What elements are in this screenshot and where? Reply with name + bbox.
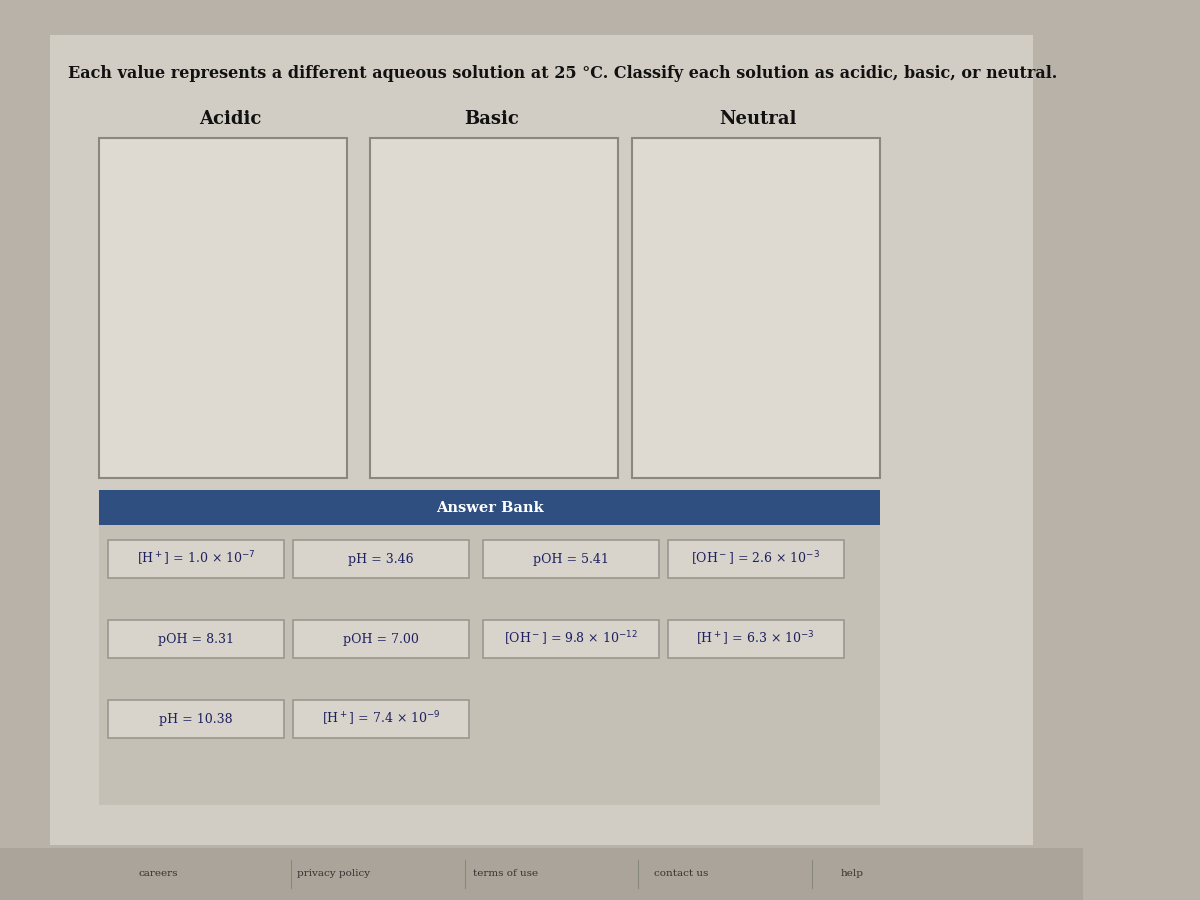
Text: pH = 3.46: pH = 3.46 (348, 553, 414, 565)
Text: [OH$^-$] = 9.8 × 10$^{-12}$: [OH$^-$] = 9.8 × 10$^{-12}$ (504, 630, 637, 648)
Text: privacy policy: privacy policy (298, 869, 371, 878)
Text: pOH = 7.00: pOH = 7.00 (343, 633, 419, 645)
Bar (100, 138, 347, 478)
Bar (667, 540, 844, 578)
Text: terms of use: terms of use (473, 869, 538, 878)
Text: [H$^+$] = 1.0 × 10$^{-7}$: [H$^+$] = 1.0 × 10$^{-7}$ (137, 550, 256, 568)
Text: pOH = 8.31: pOH = 8.31 (158, 633, 234, 645)
Text: contact us: contact us (654, 869, 708, 878)
Text: [OH$^-$] = 2.6 × 10$^{-3}$: [OH$^-$] = 2.6 × 10$^{-3}$ (691, 550, 820, 568)
Text: Basic: Basic (464, 110, 520, 128)
Bar (667, 620, 844, 658)
Bar (370, 138, 618, 478)
Text: Each value represents a different aqueous solution at 25 °C. Classify each solut: Each value represents a different aqueou… (67, 65, 1057, 82)
Text: help: help (841, 869, 864, 878)
Bar (100, 525, 880, 805)
Bar (293, 700, 469, 738)
Bar (482, 620, 659, 658)
Text: careers: careers (138, 869, 178, 878)
Text: Answer Bank: Answer Bank (436, 500, 544, 515)
Text: pH = 10.38: pH = 10.38 (160, 713, 233, 725)
Text: [H$^+$] = 7.4 × 10$^{-9}$: [H$^+$] = 7.4 × 10$^{-9}$ (322, 710, 440, 728)
Text: Acidic: Acidic (199, 110, 262, 128)
Bar (482, 540, 659, 578)
Bar (0, 848, 1082, 900)
Bar (293, 540, 469, 578)
Text: pOH = 5.41: pOH = 5.41 (533, 553, 608, 565)
Bar (108, 700, 284, 738)
Bar (631, 138, 880, 478)
Text: [H$^+$] = 6.3 × 10$^{-3}$: [H$^+$] = 6.3 × 10$^{-3}$ (696, 630, 815, 648)
Text: Neutral: Neutral (719, 110, 797, 128)
Bar (293, 620, 469, 658)
Bar (100, 490, 880, 525)
Bar (108, 620, 284, 658)
Bar (108, 540, 284, 578)
